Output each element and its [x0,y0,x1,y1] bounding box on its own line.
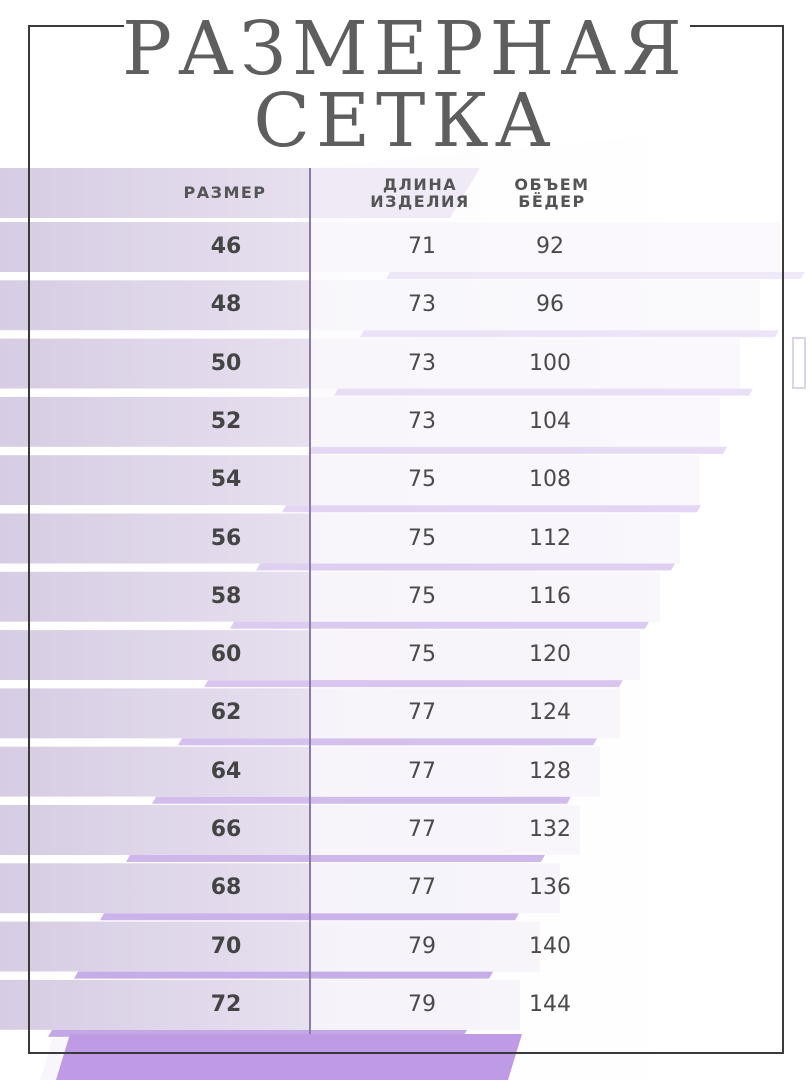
header-length: ДЛИНА ИЗДЕЛИЯ [355,176,485,210]
hips-cell: 100 [529,350,571,376]
length-cell: 77 [408,875,436,901]
size-cell: 62 [210,700,242,726]
hips-cell: 112 [529,525,571,551]
length-cell: 75 [408,642,436,668]
length-cell: 73 [408,350,436,376]
hips-cell: 128 [529,758,571,784]
table-row: 72 79 144 [0,980,810,1030]
length-cell: 75 [408,467,436,493]
table-row: 60 75 120 [0,630,810,680]
hips-cell: 124 [529,700,571,726]
table-row: 68 77 136 [0,863,810,913]
hips-cell: 132 [529,817,571,842]
table-row: 46 71 92 [0,222,810,272]
frame-right [782,25,784,1054]
length-cell: 73 [408,292,436,318]
table-row: 50 73 100 [0,339,810,389]
hips-cell: 144 [529,991,571,1017]
size-cell: 48 [210,292,242,318]
header-length-line1: ДЛИНА [382,175,458,194]
table-row: 54 75 108 [0,455,810,505]
page-title-line1: РАЗМЕРНАЯ [122,6,688,92]
hips-cell: 120 [529,642,571,668]
header-size: РАЗМЕР [160,184,290,201]
hips-cell: 104 [529,408,571,434]
table-row: 52 73 104 [0,397,810,447]
table-row: 56 75 112 [0,514,810,564]
hips-cell: 96 [536,292,564,318]
table-row: 66 77 132 [0,805,810,855]
size-cell: 54 [210,467,242,493]
frame-top-right [690,25,784,27]
header-length-line2: ИЗДЕЛИЯ [370,192,470,211]
size-cell: 58 [210,583,242,609]
size-cell: 66 [210,817,242,842]
length-cell: 75 [408,525,436,551]
header-size-label: РАЗМЕР [183,183,267,202]
table-row: 64 77 128 [0,747,810,797]
hips-cell: 136 [529,875,571,901]
page-title-line2: СЕТКА [253,78,557,164]
table-row: 62 77 124 [0,688,810,738]
size-cell: 60 [210,642,242,668]
length-cell: 73 [408,408,436,434]
hips-cell: 140 [529,933,571,959]
length-cell: 77 [408,700,436,726]
table-row: 58 75 116 [0,572,810,622]
table-row: 70 79 140 [0,922,810,972]
table-row: 48 73 96 [0,280,810,330]
hips-cell: 92 [536,234,564,259]
length-cell: 79 [408,991,436,1017]
frame-top-left [28,25,124,27]
length-cell: 71 [408,234,436,259]
size-cell: 64 [210,758,242,784]
size-cell: 52 [210,408,242,434]
size-cell: 56 [210,525,242,551]
size-cell: 68 [210,875,242,901]
length-cell: 79 [408,933,436,959]
size-cell: 50 [210,350,242,376]
length-cell: 75 [408,583,436,609]
frame-left [28,25,30,1054]
frame-bottom [28,1052,784,1054]
size-cell: 70 [210,933,242,959]
length-cell: 77 [408,817,436,842]
hips-cell: 116 [529,583,571,609]
length-cell: 77 [408,758,436,784]
hips-cell: 108 [529,467,571,493]
size-cell: 46 [210,234,242,259]
header-hips: ОБЪЕМ БЁДЕР [487,176,617,210]
column-divider [309,168,311,1034]
header-hips-line1: ОБЪЕМ [514,175,590,194]
header-hips-line2: БЁДЕР [518,192,586,211]
size-cell: 72 [210,991,242,1017]
